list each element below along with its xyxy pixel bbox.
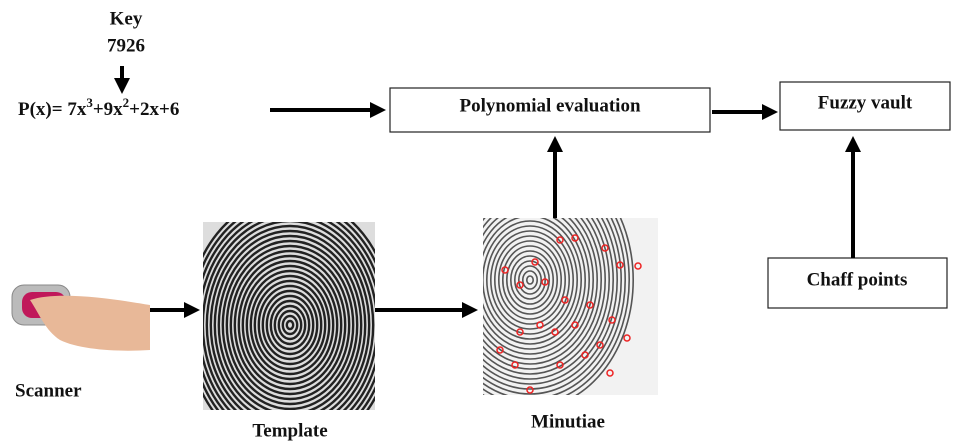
poly-part: +9x <box>93 99 123 120</box>
diagram: Key 7926 P(x)= 7x3+9x2+2x+6 Polynomial e… <box>0 0 970 444</box>
node-label: Minutiae <box>531 411 605 432</box>
poly-part: +2x+6 <box>129 99 179 120</box>
node-label: Chaff points <box>807 269 908 290</box>
template-image <box>187 196 393 444</box>
scanner-image <box>12 285 150 351</box>
key-value: 7926 <box>107 35 145 56</box>
node-label: Template <box>252 420 327 441</box>
node-label: Scanner <box>15 380 82 401</box>
polynomial: P(x)= 7x3+9x2+2x+6 <box>18 95 179 120</box>
poly-part: P(x)= 7x <box>18 99 87 120</box>
node-label: Fuzzy vault <box>818 92 913 113</box>
node-label: Polynomial evaluation <box>459 95 640 116</box>
minutiae-image <box>427 151 658 409</box>
key-label: Key <box>110 8 143 29</box>
